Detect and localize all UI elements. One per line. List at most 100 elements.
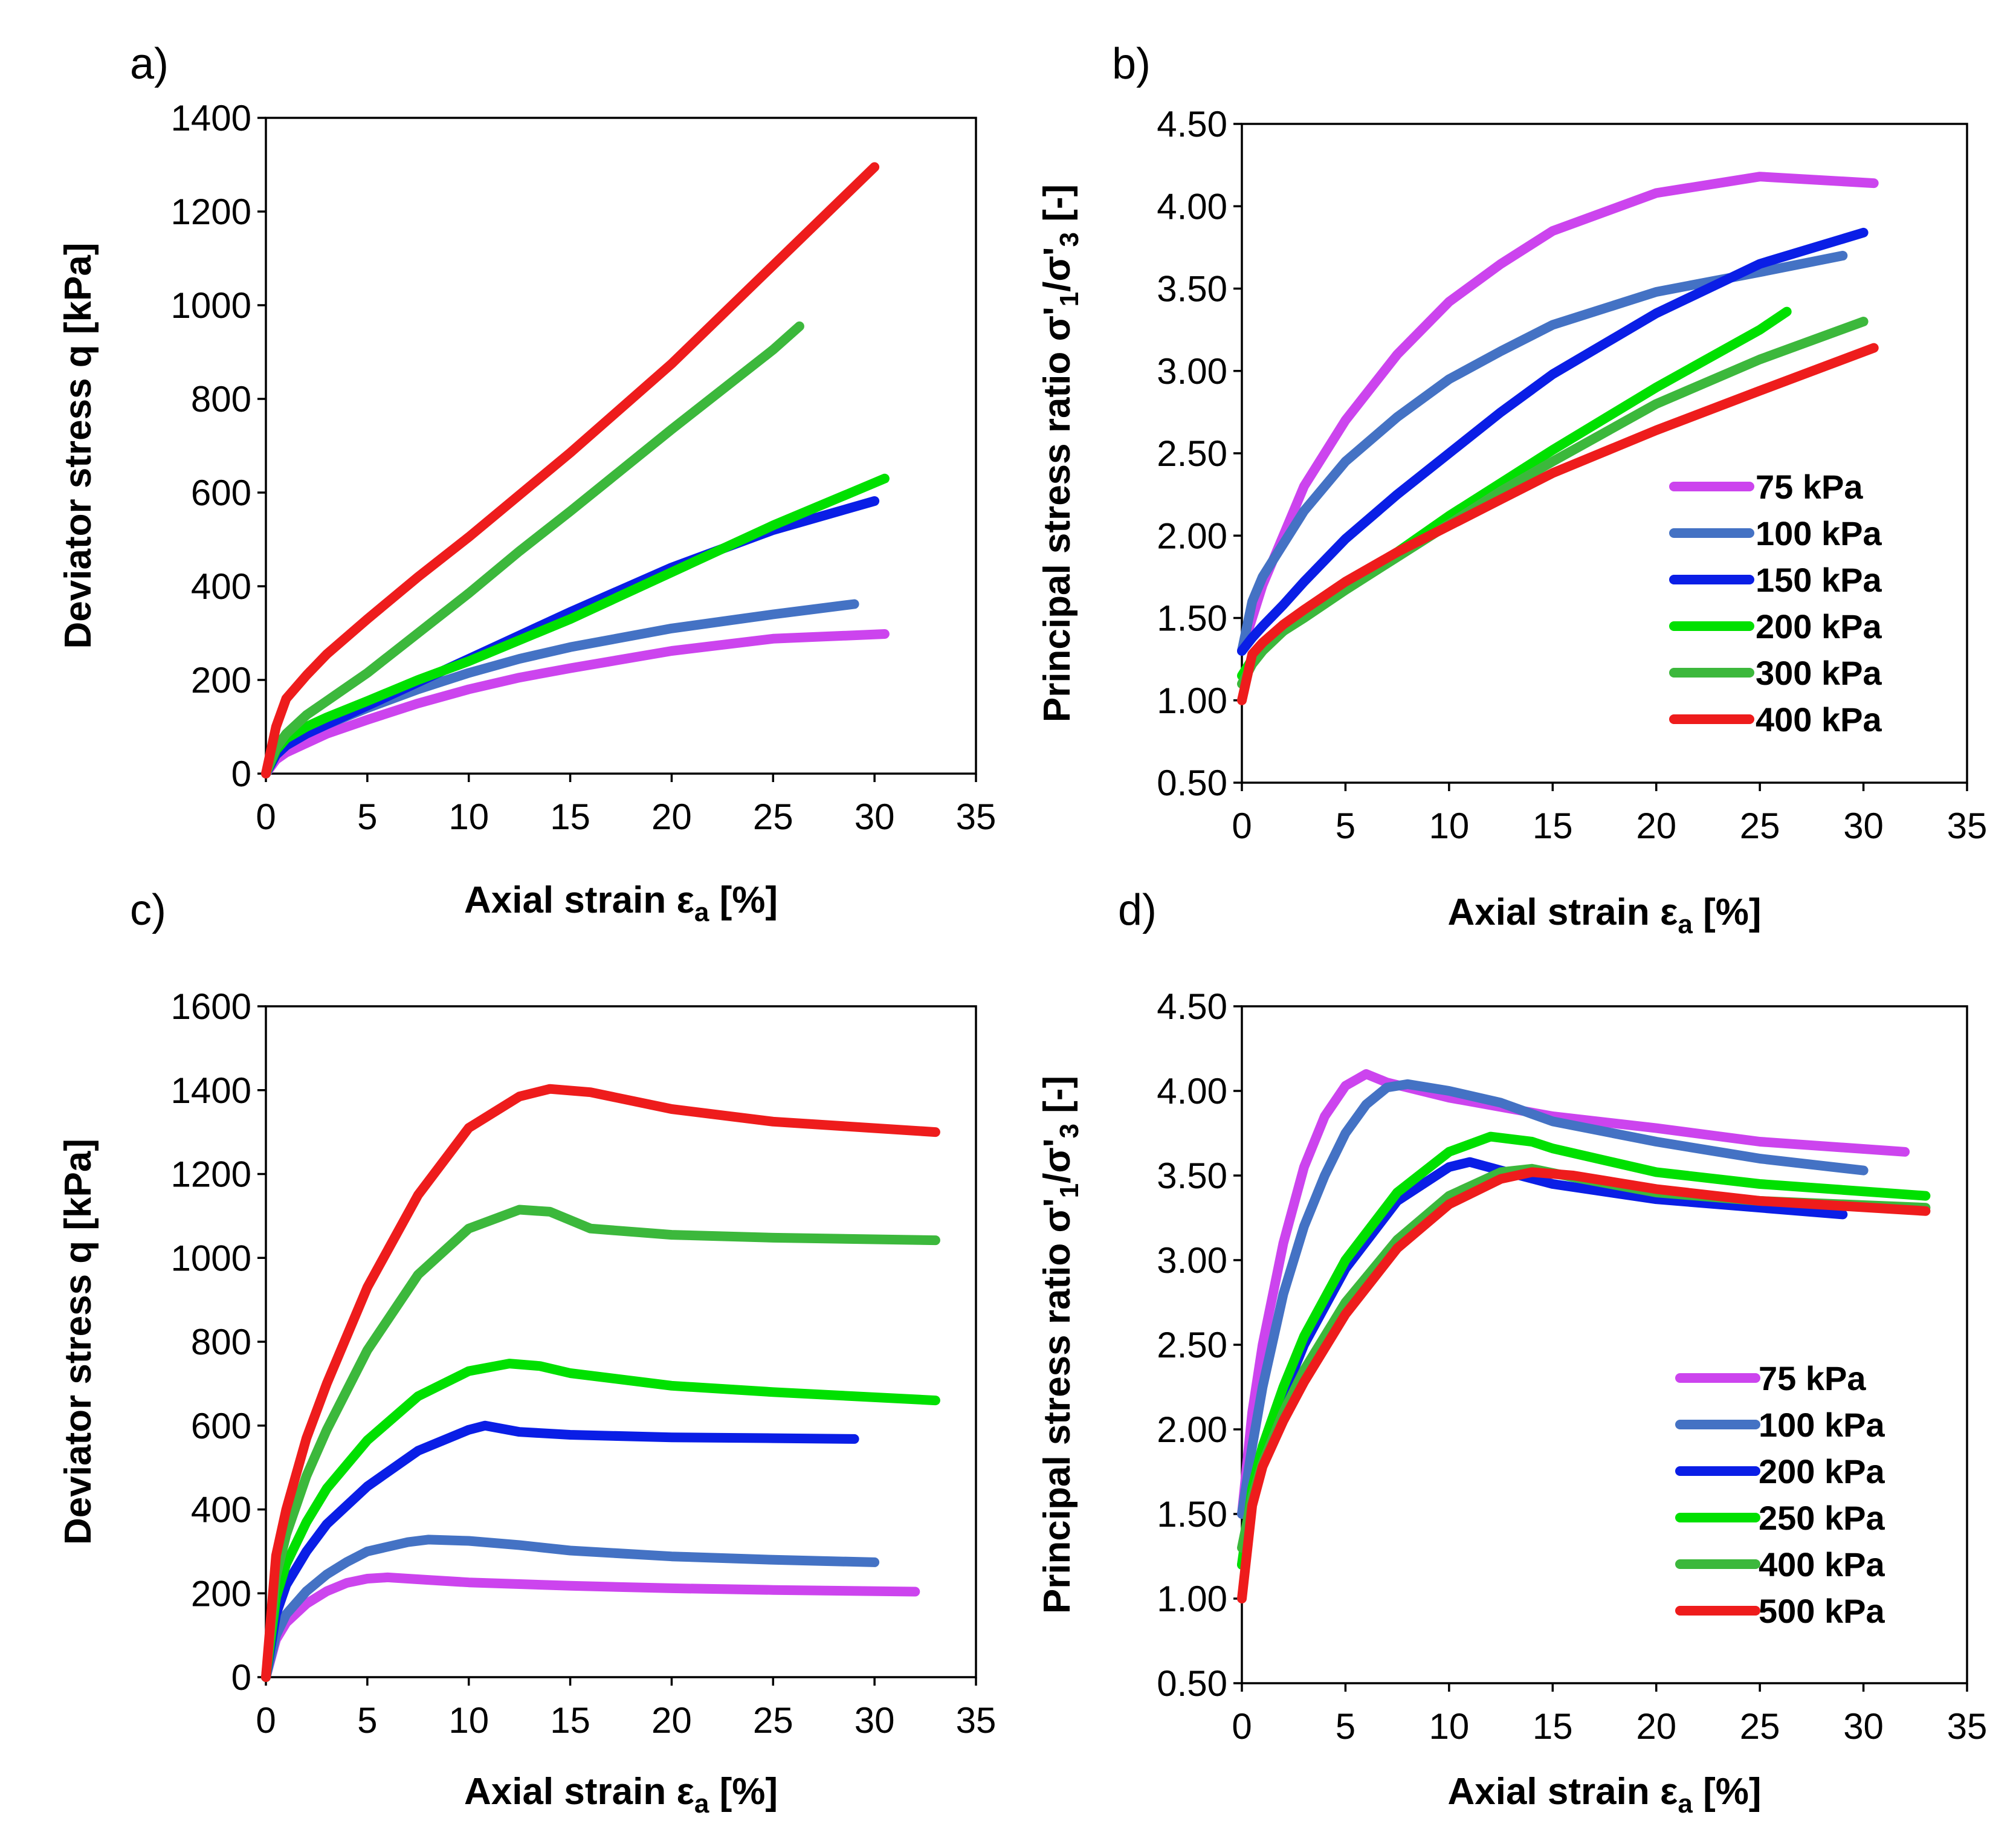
x-tick-label: 30 [855,797,895,837]
x-axis-label: Axial strain εa [%] [1447,1771,1761,1819]
y-tick-label: 400 [191,1490,251,1530]
y-axis-label-mid: /σ' [1036,247,1078,292]
series-line-400-kpa [1237,343,1879,705]
x-tick-label: 10 [1429,806,1469,846]
y-tick-label: 4.00 [1157,1071,1227,1111]
x-tick-label: 20 [651,797,692,837]
series-line-400-kpa [1237,1163,1931,1553]
x-axis-label-sub: a [1678,910,1693,939]
x-tick-label: 0 [256,797,276,837]
y-tick-label: 3.50 [1157,1156,1227,1196]
y-axis-label-unit: [-] [1036,1076,1078,1124]
x-axis-label-main: Axial strain ε [464,1771,694,1813]
series-line-500-kpa [1237,1167,1931,1603]
y-tick-label: 400 [191,566,251,607]
series-line-400-kpa [261,1205,940,1682]
y-tick-label: 1.00 [1157,681,1227,721]
chart-panel-a: a) 0 200 400 600 800 1000 1200 1400 0 5 10 15 20 25 30 3… [57,40,996,927]
x-tick-label: 5 [1336,1706,1355,1747]
x-axis-label-sub: a [694,1789,709,1819]
legend-entry: 100 kPa [1756,514,1882,552]
series-line-75-kpa [1237,1069,1910,1519]
panel-label: a) [130,40,169,88]
x-tick-label: 0 [1232,806,1252,846]
x-tick-label: 5 [357,1700,377,1741]
series-line-75-kpa [261,629,890,778]
y-tick-label: 0 [231,754,251,794]
x-axis-label: Axial strain εa [%] [1447,891,1761,939]
legend-entry: 300 kPa [1756,654,1882,692]
x-tick-label: 35 [1947,806,1988,846]
y-axis-label: Principal stress ratio σ'1/σ'3 [-] [1036,184,1084,722]
legend-entry: 75 kPa [1756,468,1863,506]
y-axis-label-main: Principal stress ratio σ' [1036,1198,1078,1614]
legend-entry: 400 kPa [1756,700,1882,739]
series-line-500-kpa [261,1084,940,1682]
y-tick-label: 1400 [171,1070,251,1111]
y-tick-label: 1200 [171,192,251,232]
x-tick-label: 35 [956,797,997,837]
series-line-100-kpa [261,1535,880,1682]
y-tick-label: 2.50 [1157,1325,1227,1365]
y-tick-label: 1400 [171,98,251,138]
legend: 75 kPa 100 kPa 200 kPa 250 kPa 400 kPa 500 kP… [1675,1359,1885,1630]
y-axis-label-sub1: 1 [1055,292,1084,306]
x-tick-label: 15 [550,797,590,837]
series-line-150-kpa [1237,227,1869,656]
legend-entry: 500 kPa [1759,1592,1885,1630]
x-tick-label: 10 [448,797,489,837]
series-line-100-kpa [1237,251,1848,656]
y-axis-label-sub2: 3 [1055,1124,1084,1138]
x-tick-label: 25 [1740,806,1780,846]
x-axis-label-sub: a [1678,1789,1693,1819]
legend-entry: 75 kPa [1759,1359,1866,1397]
chart-panel-b: b) 0.50 1.00 1.50 2.00 2.50 3.00 3.50 4.00 4.50 0 5… [1036,40,1987,939]
series-line-75-kpa [261,1572,920,1682]
x-tick-label: 0 [1232,1706,1252,1747]
y-axis-label-main: Deviator stress q [kPa] [57,243,99,649]
x-tick-label: 10 [1429,1706,1469,1747]
y-tick-label: 1000 [171,285,251,326]
y-tick-label: 600 [191,473,251,513]
chart-panel-c: c) 0 200 400 600 800 1000 1200 1400 1600 0 5 10 15 20 2… [57,886,996,1819]
x-tick-label: 15 [1533,806,1573,846]
y-tick-label: 0 [231,1657,251,1698]
y-tick-label: 200 [191,660,251,700]
x-axis-label-main: Axial strain ε [464,879,694,921]
y-tick-label: 1.00 [1157,1579,1227,1619]
legend-entry: 150 kPa [1756,561,1882,599]
y-tick-label: 4.50 [1157,104,1227,144]
y-tick-label: 4.50 [1157,986,1227,1027]
x-tick-label: 25 [753,1700,793,1741]
x-tick-label: 30 [1843,806,1884,846]
y-tick-label: 1200 [171,1154,251,1195]
x-tick-label: 15 [1533,1706,1573,1747]
y-axis-label-main: Deviator stress q [kPa] [57,1139,99,1545]
y-axis-label-sub1: 1 [1055,1183,1084,1198]
x-tick-label: 20 [1636,806,1676,846]
y-tick-label: 1600 [171,986,251,1027]
y-axis-label-unit: [-] [1036,184,1078,232]
x-axis-label: Axial strain εa [%] [464,879,778,927]
y-tick-label: 3.00 [1157,351,1227,392]
x-axis-label-unit: [%] [709,1771,778,1813]
x-tick-label: 5 [357,797,377,837]
chart-panel-d: d) 0.50 1.00 1.50 2.00 2.50 3.00 3.50 4.00 4.50 0 5… [1036,886,1987,1819]
y-tick-label: 3.00 [1157,1240,1227,1281]
series-line-100-kpa [1237,1079,1869,1519]
x-tick-label: 35 [1947,1706,1988,1747]
y-tick-label: 1.50 [1157,1494,1227,1535]
y-tick-label: 0.50 [1157,1663,1227,1704]
x-axis-label: Axial strain εa [%] [464,1771,778,1819]
y-axis-label-mid: /σ' [1036,1139,1078,1183]
plot-frame [265,117,977,775]
series-line-400-kpa [261,162,880,778]
x-axis-label-main: Axial strain ε [1447,891,1678,933]
x-axis-label-sub: a [694,898,709,927]
y-tick-label: 3.50 [1157,269,1227,309]
x-tick-label: 20 [651,1700,692,1741]
series-line-250-kpa [1237,1131,1931,1570]
x-tick-label: 10 [448,1700,489,1741]
x-axis-label-unit: [%] [1693,891,1762,933]
